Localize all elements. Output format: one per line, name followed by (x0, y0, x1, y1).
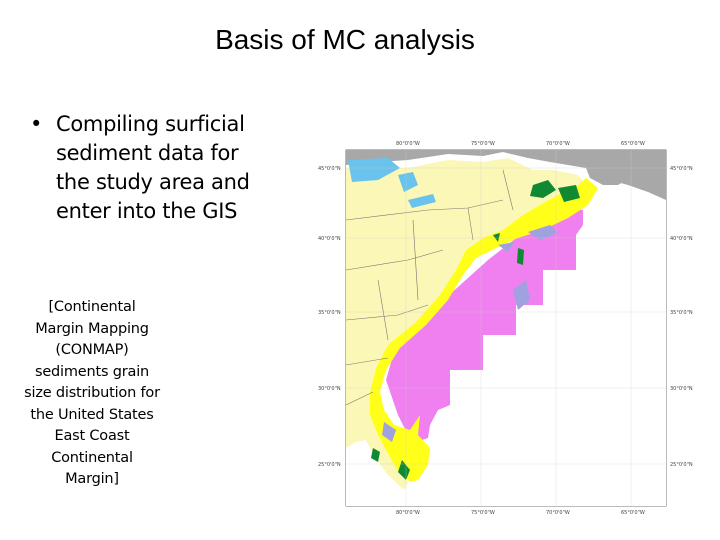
top-tick-label: 70°0'0"W (546, 141, 570, 147)
bullet-text: Compiling surficial sediment data for th… (56, 112, 250, 223)
left-tick-label: 25°0'0"N (318, 462, 341, 468)
sediment-map: 80°0'0"W 75°0'0"W 70°0'0"W 65°0'0"W 80°0… (318, 130, 700, 516)
nova-scotia (586, 168, 630, 185)
gravel-patch (517, 248, 524, 265)
right-tick-label: 25°0'0"N (670, 462, 693, 468)
slope-zone (386, 208, 583, 442)
gravel-patch (371, 448, 380, 462)
lake (408, 194, 436, 208)
left-tick-label: 40°0'0"N (318, 236, 341, 242)
mud-patch (528, 225, 558, 240)
mud-patch (382, 422, 396, 442)
top-tick-label: 65°0'0"W (621, 141, 645, 147)
gravel-patch (398, 460, 410, 480)
bottom-tick-label: 65°0'0"W (621, 510, 645, 516)
right-tick-label: 30°0'0"N (670, 386, 693, 392)
gravel-patch (530, 180, 556, 198)
left-tick-label: 45°0'0"N (318, 166, 341, 172)
sediment-map-svg: 80°0'0"W 75°0'0"W 70°0'0"W 65°0'0"W 80°0… (318, 141, 693, 516)
bullet-marker: • (30, 112, 43, 136)
lake (348, 158, 400, 182)
bottom-tick-label: 80°0'0"W (396, 510, 420, 516)
lake (398, 172, 418, 192)
shelf-sand (370, 178, 598, 482)
canada-land (346, 150, 666, 200)
mud-patch (498, 242, 514, 252)
bottom-tick-label: 75°0'0"W (471, 510, 495, 516)
top-tick-label: 80°0'0"W (396, 141, 420, 147)
slide-title: Basis of MC analysis (215, 24, 475, 55)
left-tick-label: 30°0'0"N (318, 386, 341, 392)
right-tick-label: 45°0'0"N (670, 166, 693, 172)
gravel-patch (558, 185, 580, 202)
left-tick-label: 35°0'0"N (318, 310, 341, 316)
top-tick-label: 75°0'0"W (471, 141, 495, 147)
bottom-tick-label: 70°0'0"W (546, 510, 570, 516)
state-borders (345, 169, 514, 406)
right-tick-label: 35°0'0"N (670, 310, 693, 316)
gravel-patch (493, 233, 500, 242)
right-tick-label: 40°0'0"N (670, 236, 693, 242)
mud-patch (513, 280, 530, 310)
map-caption: [Continental Margin Mapping (CONMAP) sed… (24, 299, 160, 487)
graticule (346, 150, 666, 506)
bullet-item: • Compiling surficial sediment data for … (30, 110, 260, 226)
